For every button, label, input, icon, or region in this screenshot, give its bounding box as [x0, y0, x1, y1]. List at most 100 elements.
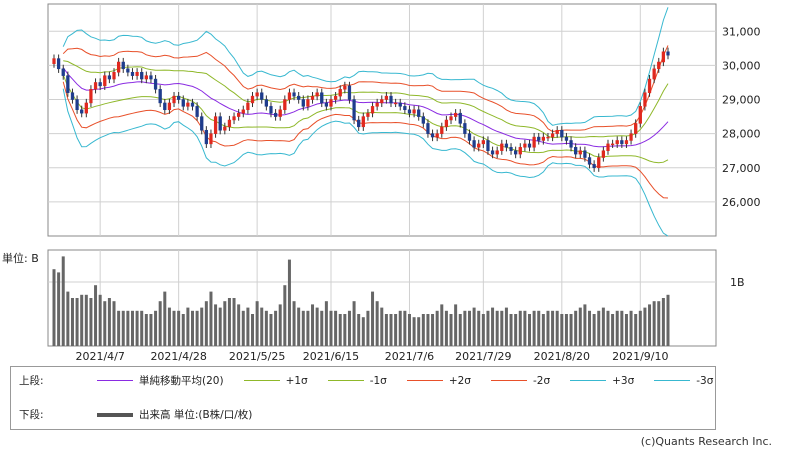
candle-body	[504, 143, 509, 148]
volume-bar	[126, 310, 130, 346]
volume-bar	[177, 310, 181, 346]
price-tick-label: 26,000	[722, 196, 761, 209]
plus1-sigma-line	[63, 60, 669, 139]
candle-body	[260, 92, 264, 100]
price-tick-label: 30,000	[722, 59, 761, 72]
volume-bar	[500, 310, 504, 346]
candle-body	[444, 119, 449, 128]
candle-body	[481, 140, 485, 145]
candle-body	[523, 143, 527, 148]
volume-bar	[384, 314, 388, 346]
volume-bar	[597, 310, 601, 346]
minus2-swatch	[490, 380, 527, 381]
candle-body	[126, 68, 130, 73]
volume-bar	[366, 310, 370, 346]
candle-body	[213, 116, 218, 134]
volume-bar	[200, 307, 204, 346]
volume-bar	[371, 291, 375, 346]
volume-bar	[624, 314, 628, 346]
candle-body	[652, 68, 656, 80]
legend-lower-row: 下段: 出来高 単位:(B株/口/枚)	[19, 407, 272, 422]
candle-body	[384, 95, 389, 100]
plus3-sigma-line	[62, 7, 669, 126]
volume-bar	[329, 310, 333, 346]
volume-bar	[347, 310, 351, 346]
legend-minus3-label: -3σ	[696, 374, 714, 387]
volume-bar	[606, 310, 610, 346]
volume-bar	[311, 304, 315, 346]
volume-bar	[509, 314, 513, 346]
candle-body	[454, 112, 458, 117]
candle-body	[324, 102, 329, 107]
volume-bar	[495, 310, 499, 346]
x-tick-label: 2021/4/7	[75, 350, 124, 363]
volume-bar	[98, 294, 102, 346]
volume-bar	[149, 314, 153, 346]
candle-body	[527, 143, 532, 148]
candle-body	[518, 147, 522, 155]
volume-bar	[444, 310, 448, 346]
candle-body	[204, 129, 208, 145]
candle-body	[310, 95, 315, 100]
candle-body	[601, 150, 606, 158]
volume-bar	[80, 294, 84, 346]
candle-body	[514, 150, 518, 155]
volume-bar	[426, 314, 430, 346]
volume-bar	[551, 310, 555, 346]
volume-bar	[629, 310, 633, 346]
candle-body	[167, 102, 172, 111]
volume-bar	[195, 310, 199, 346]
candle-body	[430, 133, 435, 138]
candle-body	[393, 102, 398, 105]
volume-bar	[121, 310, 125, 346]
candle-body	[237, 112, 241, 117]
candle-body	[629, 133, 633, 141]
legend-minus1-label: -1σ	[369, 374, 387, 387]
candle-body	[421, 116, 425, 124]
minus3-swatch	[654, 380, 691, 381]
candle-body	[93, 82, 98, 90]
x-tick-label: 2021/9/10	[612, 350, 668, 363]
candle-body	[338, 89, 342, 97]
volume-bar	[66, 291, 70, 346]
volume-bar	[394, 314, 398, 346]
candle-body	[89, 89, 93, 104]
volume-bar	[181, 314, 185, 346]
candle-body	[320, 92, 324, 104]
volume-bar	[449, 314, 453, 346]
candle-body	[315, 92, 319, 97]
volume-bar	[389, 314, 393, 346]
legend-plus2: +2σ	[406, 375, 471, 387]
volume-bar	[130, 310, 134, 346]
volume-bar	[569, 314, 573, 346]
minus1-swatch	[327, 380, 364, 381]
x-tick-label: 2021/8/20	[534, 350, 590, 363]
x-tick-label: 2021/4/28	[150, 350, 206, 363]
volume-bar	[287, 259, 291, 346]
volume-bar	[661, 298, 665, 346]
volume-bar	[523, 310, 527, 346]
candle-body	[550, 133, 555, 138]
legend-upper-label: 上段:	[19, 375, 44, 387]
volume-bar	[251, 314, 255, 346]
candle-body	[569, 140, 573, 148]
candle-body	[638, 106, 642, 124]
volume-bar	[70, 298, 74, 346]
candle-body	[532, 136, 536, 148]
candle-body	[624, 140, 629, 145]
candle-body	[264, 99, 268, 107]
x-tick-label: 2021/5/25	[229, 350, 285, 363]
minus1-sigma-line	[62, 74, 669, 164]
volume-bar	[255, 301, 259, 346]
candle-body	[283, 99, 287, 111]
volume-bar	[546, 310, 550, 346]
volume-bar	[107, 298, 111, 346]
legend-lower-label: 下段:	[19, 409, 44, 421]
candle-body	[597, 157, 601, 169]
candle-body	[574, 147, 578, 155]
price-tick-label: 29,000	[722, 94, 761, 107]
legend-sma: 単純移動平均(20)	[97, 373, 224, 388]
candle-body	[643, 92, 647, 107]
x-tick-label: 2021/6/15	[303, 350, 359, 363]
volume-bar	[135, 310, 139, 346]
